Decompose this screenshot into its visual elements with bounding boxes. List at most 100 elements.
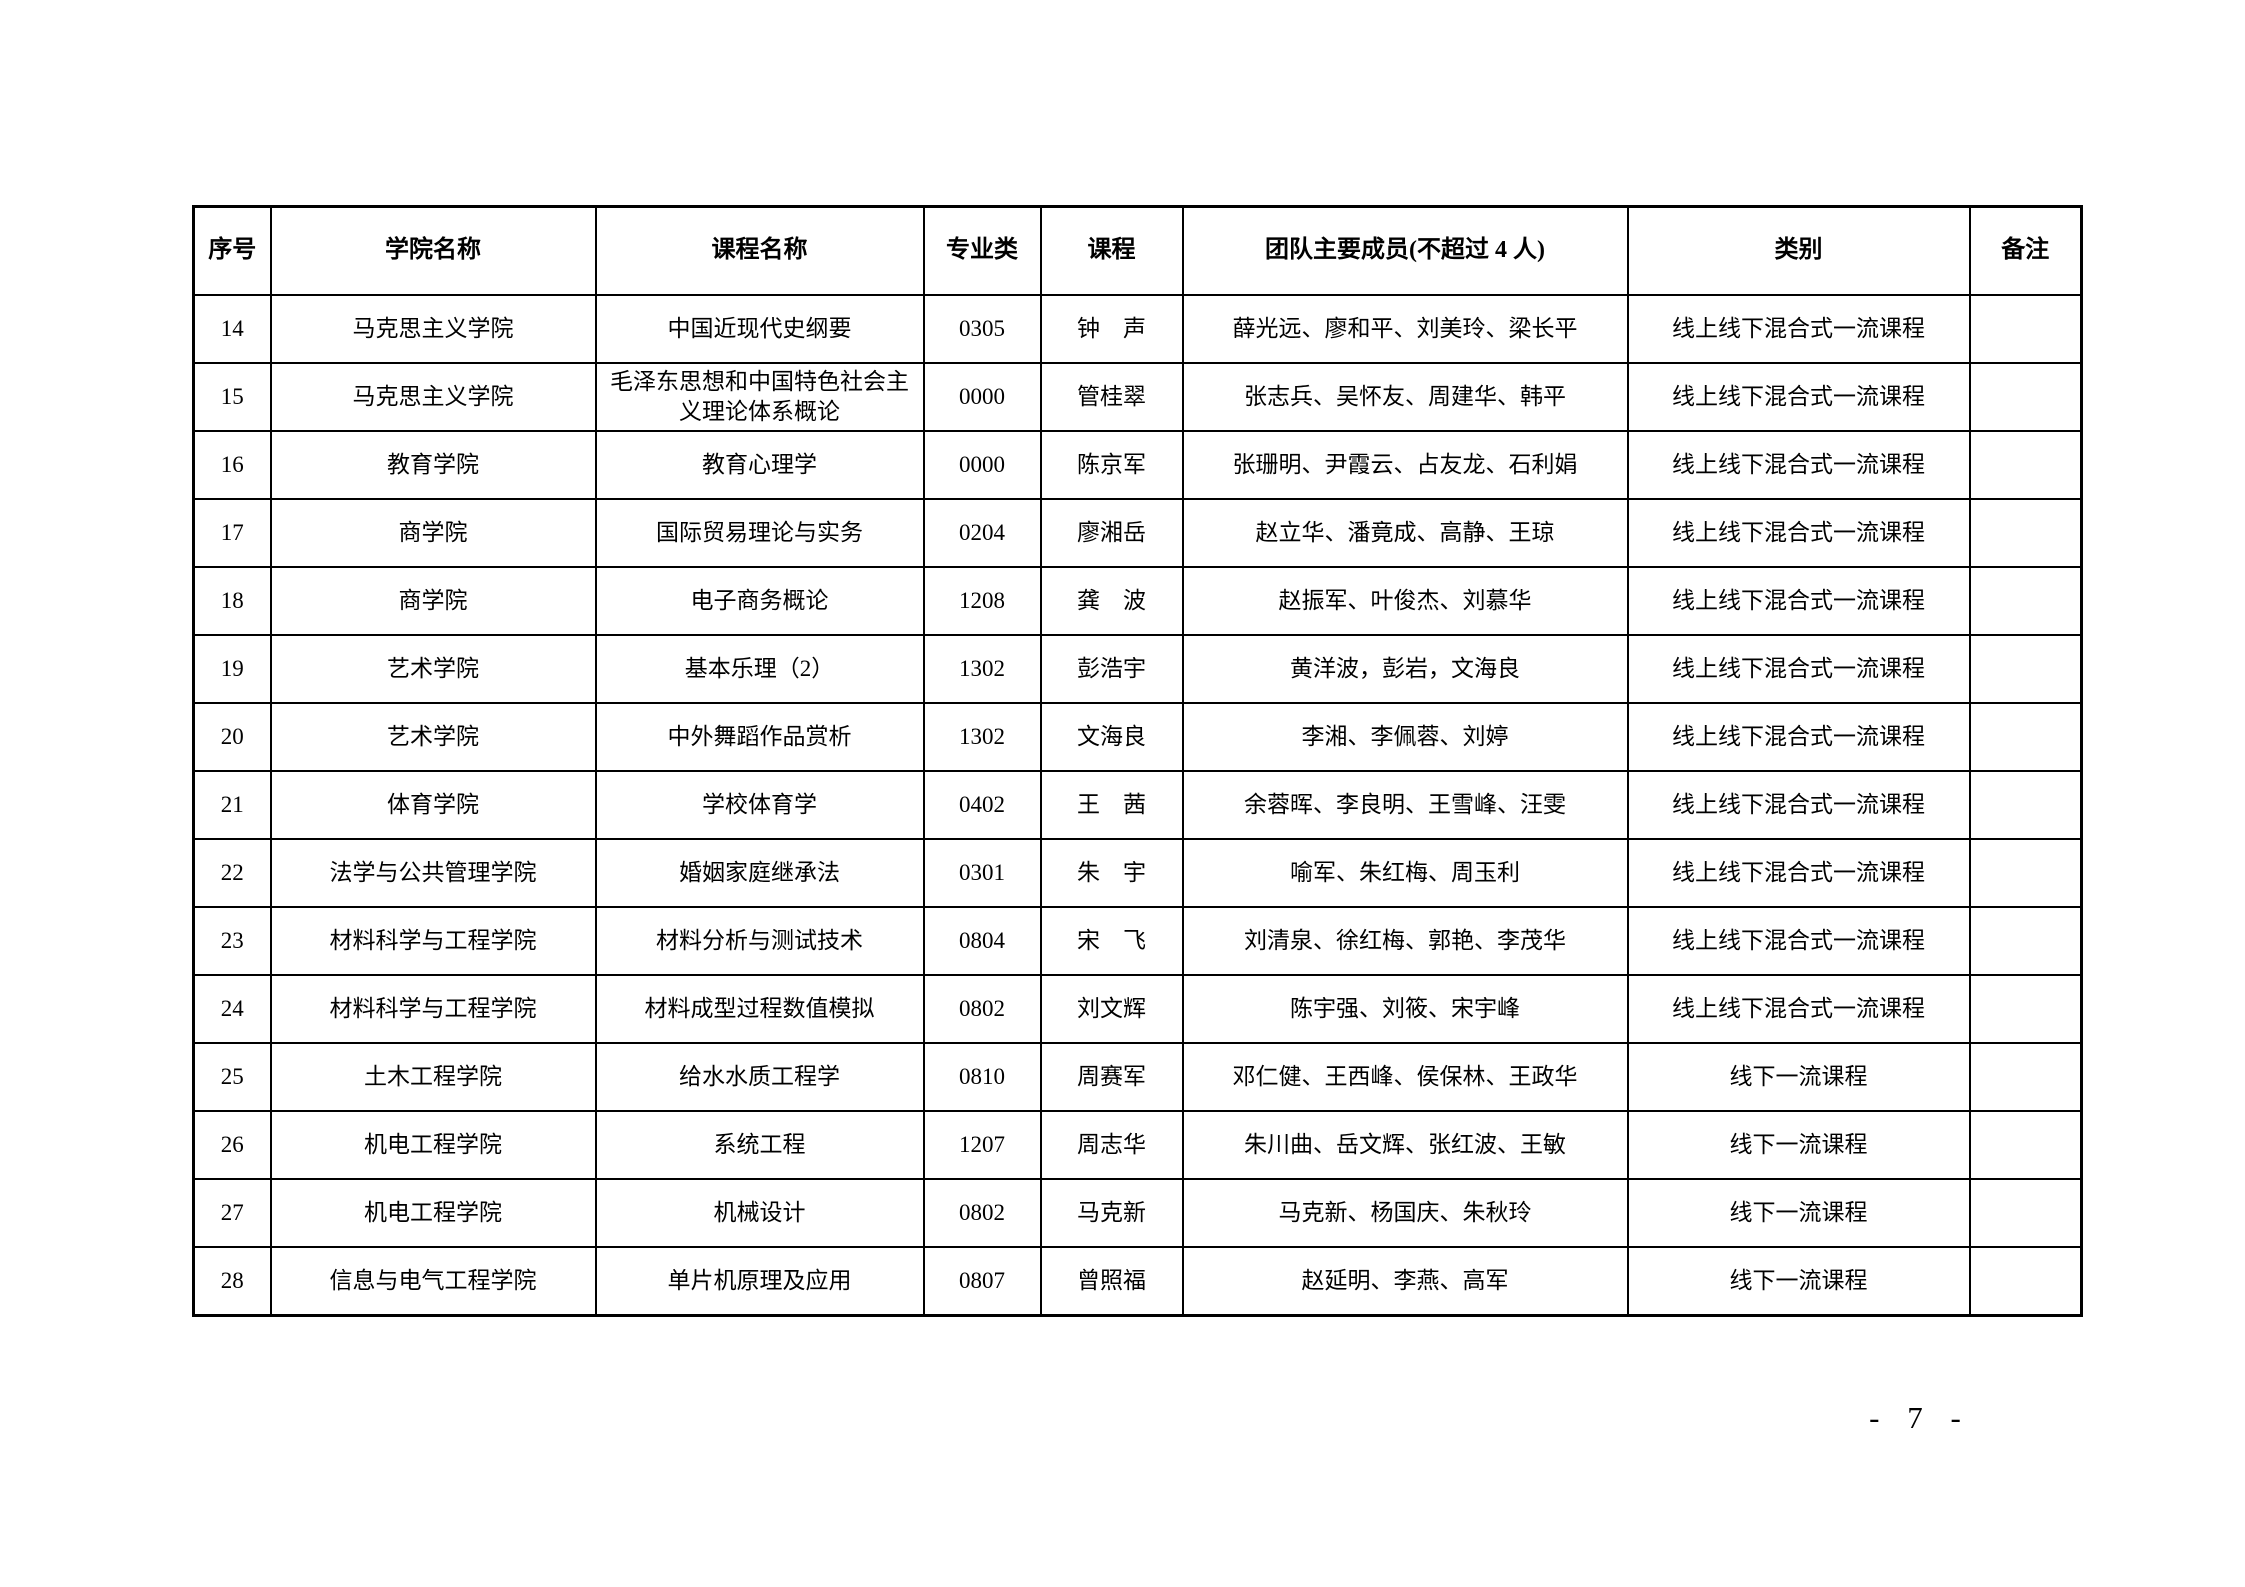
cell-college: 教育学院 [269, 430, 597, 500]
cell-remark [1968, 770, 2083, 840]
cell-category: 线上线下混合式一流课程 [1626, 566, 1971, 636]
table-row: 17 商学院 国际贸易理论与实务 0204 廖湘岳 赵立华、潘竟成、高静、王琼 线上线下混合… [192, 498, 2083, 568]
cell-major-category: 0810 [922, 1042, 1042, 1112]
cell-college: 艺术学院 [269, 634, 597, 704]
cell-college: 机电工程学院 [269, 1110, 597, 1180]
cell-course: 材料成型过程数值模拟 [594, 974, 925, 1044]
cell-category: 线上线下混合式一流课程 [1626, 634, 1971, 704]
cell-remark [1968, 1246, 2083, 1316]
cell-remark [1968, 430, 2083, 500]
cell-major-category: 0802 [922, 974, 1042, 1044]
cell-course: 学校体育学 [594, 770, 925, 840]
cell-college: 土木工程学院 [269, 1042, 597, 1112]
cell-course: 机械设计 [594, 1178, 925, 1248]
cell-course: 毛泽东思想和中国特色社会主义理论体系概论 [594, 362, 925, 432]
table-body: 14 马克思主义学院 中国近现代史纲要 0305 钟 声薛光远、廖和平、刘美玲、梁长平线… [192, 294, 2083, 1316]
cell-category: 线上线下混合式一流课程 [1626, 974, 1971, 1044]
column-header-course: 课程名称 [594, 205, 925, 296]
table-row: 27 机电工程学院 机械设计 0802 马克新 马克新、杨国庆、朱秋玲 线下一流课程 [192, 1178, 2083, 1248]
column-header-remark: 备注 [1968, 205, 2083, 296]
column-header-members: 团队主要成员(不超过 4 人) [1181, 205, 1629, 296]
cell-index: 19 [192, 634, 272, 704]
cell-category: 线上线下混合式一流课程 [1626, 838, 1971, 908]
cell-index: 16 [192, 430, 272, 500]
table-row: 20 艺术学院 中外舞蹈作品赏析 1302 文海良 李湘、李佩蓉、刘婷 线上线下混合式一流课… [192, 702, 2083, 772]
cell-members: 黄洋波，彭岩，文海良 [1181, 634, 1629, 704]
cell-leader: 陈京军 [1039, 430, 1184, 500]
cell-major-category: 0301 [922, 838, 1042, 908]
cell-college: 体育学院 [269, 770, 597, 840]
cell-course: 中国近现代史纲要 [594, 294, 925, 364]
cell-course: 教育心理学 [594, 430, 925, 500]
cell-category: 线上线下混合式一流课程 [1626, 294, 1971, 364]
cell-college: 商学院 [269, 566, 597, 636]
table-row: 21 体育学院 学校体育学 0402 王 茜余蓉晖、李良明、王雪峰、汪雯 线上线下混合式一… [192, 770, 2083, 840]
table-row: 28 信息与电气工程学院 单片机原理及应用 0807 曾照福 赵延明、李燕、高军 线下一流课… [192, 1246, 2083, 1316]
column-header-category: 类别 [1626, 205, 1971, 296]
cell-leader: 钟 声 [1039, 294, 1184, 364]
cell-index: 24 [192, 974, 272, 1044]
table-row: 23 材料科学与工程学院 材料分析与测试技术 0804 宋 飞刘清泉、徐红梅、郭艳、李茂… [192, 906, 2083, 976]
cell-remark [1968, 1110, 2083, 1180]
cell-major-category: 0000 [922, 430, 1042, 500]
cell-members: 赵延明、李燕、高军 [1181, 1246, 1629, 1316]
table-row: 15 马克思主义学院 毛泽东思想和中国特色社会主义理论体系概论 0000 管桂翠 张志兵、… [192, 362, 2083, 432]
cell-leader: 周志华 [1039, 1110, 1184, 1180]
cell-course: 电子商务概论 [594, 566, 925, 636]
cell-index: 23 [192, 906, 272, 976]
cell-college: 信息与电气工程学院 [269, 1246, 597, 1316]
table-row: 22 法学与公共管理学院 婚姻家庭继承法 0301 朱 宇喻军、朱红梅、周玉利 线上线下混… [192, 838, 2083, 908]
cell-category: 线上线下混合式一流课程 [1626, 702, 1971, 772]
cell-index: 28 [192, 1246, 272, 1316]
cell-category: 线下一流课程 [1626, 1042, 1971, 1112]
cell-remark [1968, 362, 2083, 432]
cell-index: 14 [192, 294, 272, 364]
column-header-leader: 课程 [1039, 205, 1184, 296]
column-header-college: 学院名称 [269, 205, 597, 296]
cell-index: 21 [192, 770, 272, 840]
cell-remark [1968, 634, 2083, 704]
cell-remark [1968, 1178, 2083, 1248]
cell-major-category: 0402 [922, 770, 1042, 840]
cell-course: 中外舞蹈作品赏析 [594, 702, 925, 772]
table-header: 序号 学院名称 课程名称 专业类 课程 团队主要成员(不超过 4 人) 类别 备注 [192, 205, 2083, 296]
cell-major-category: 1302 [922, 634, 1042, 704]
cell-category: 线下一流课程 [1626, 1110, 1971, 1180]
column-header-index: 序号 [192, 205, 272, 296]
cell-leader: 王 茜 [1039, 770, 1184, 840]
cell-category: 线下一流课程 [1626, 1178, 1971, 1248]
cell-category: 线上线下混合式一流课程 [1626, 362, 1971, 432]
cell-course: 材料分析与测试技术 [594, 906, 925, 976]
table-header-row: 序号 学院名称 课程名称 专业类 课程 团队主要成员(不超过 4 人) 类别 备注 [192, 205, 2083, 296]
cell-major-category: 0807 [922, 1246, 1042, 1316]
cell-college: 艺术学院 [269, 702, 597, 772]
cell-remark [1968, 498, 2083, 568]
cell-index: 22 [192, 838, 272, 908]
table-row: 16 教育学院 教育心理学 0000 陈京军 张珊明、尹霞云、占友龙、石利娟 线上线下混合式… [192, 430, 2083, 500]
cell-members: 喻军、朱红梅、周玉利 [1181, 838, 1629, 908]
cell-leader: 宋 飞 [1039, 906, 1184, 976]
cell-major-category: 0305 [922, 294, 1042, 364]
cell-members: 李湘、李佩蓉、刘婷 [1181, 702, 1629, 772]
cell-remark [1968, 702, 2083, 772]
cell-index: 18 [192, 566, 272, 636]
table-row: 18 商学院 电子商务概论 1208 龚 波赵振军、叶俊杰、刘慕华 线上线下混合式一流课程 [192, 566, 2083, 636]
cell-category: 线上线下混合式一流课程 [1626, 430, 1971, 500]
cell-index: 15 [192, 362, 272, 432]
cell-leader: 文海良 [1039, 702, 1184, 772]
cell-college: 材料科学与工程学院 [269, 906, 597, 976]
cell-category: 线上线下混合式一流课程 [1626, 498, 1971, 568]
cell-members: 马克新、杨国庆、朱秋玲 [1181, 1178, 1629, 1248]
table-row: 19 艺术学院 基本乐理（2） 1302 彭浩宇 黄洋波，彭岩，文海良 线上线下混合式一流课… [192, 634, 2083, 704]
cell-major-category: 0802 [922, 1178, 1042, 1248]
cell-leader: 彭浩宇 [1039, 634, 1184, 704]
table-row: 26 机电工程学院 系统工程 1207 周志华 朱川曲、岳文辉、张红波、王敏 线下一流课程 [192, 1110, 2083, 1180]
cell-remark [1968, 1042, 2083, 1112]
table-row: 24 材料科学与工程学院 材料成型过程数值模拟 0802 刘文辉 陈宇强、刘筱、宋宇峰 线上… [192, 974, 2083, 1044]
cell-major-category: 0204 [922, 498, 1042, 568]
cell-index: 20 [192, 702, 272, 772]
cell-members: 刘清泉、徐红梅、郭艳、李茂华 [1181, 906, 1629, 976]
cell-college: 机电工程学院 [269, 1178, 597, 1248]
cell-course: 国际贸易理论与实务 [594, 498, 925, 568]
